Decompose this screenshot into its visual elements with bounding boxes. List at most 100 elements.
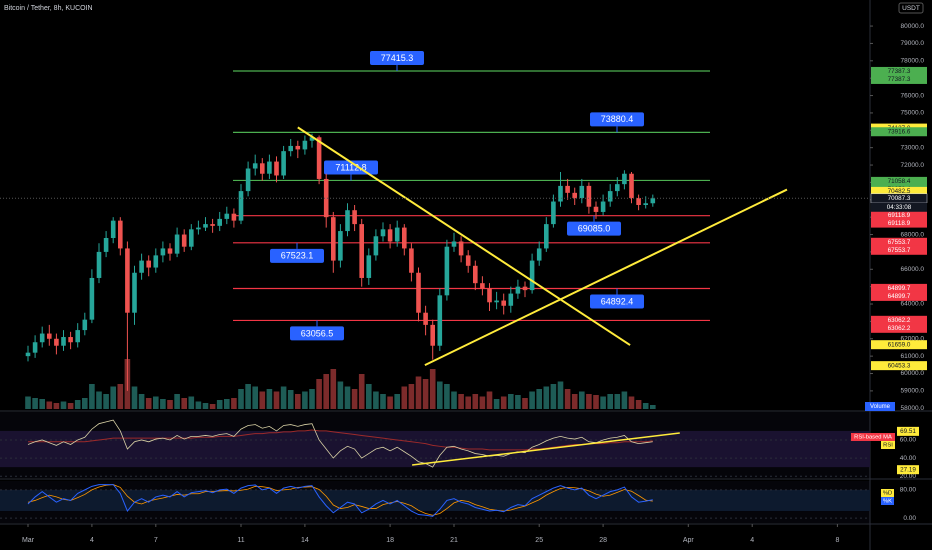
candle-body [458,241,464,256]
volume-bar [60,401,67,409]
chart-title: Bitcoin / Tether, 8h, KUCOIN [4,5,93,12]
volume-bar [224,399,230,409]
candle-body [309,137,315,141]
candle-body [650,198,656,204]
volume-bar [408,384,415,409]
y-tick-label: 72000.0 [901,162,925,169]
volume-bar [479,396,486,409]
y-tick-label: 76000.0 [901,92,925,99]
y-tick-label: 79000.0 [901,40,925,47]
candle-body [252,163,258,169]
volume-bar [621,391,628,409]
level-label-box [567,221,621,236]
x-tick-label: 28 [599,537,607,544]
price-badge [871,361,927,371]
level-label: 71112.8 [335,162,366,172]
price-badge [871,210,927,220]
countdown-box [871,202,927,212]
candle-body [551,201,556,225]
price-badge [871,283,927,293]
candle-body [444,246,450,296]
price-badge [871,323,927,333]
candle-body [558,185,563,202]
volume-bar [628,396,635,409]
volume-bar [415,376,422,409]
stoch-legend: %K [883,499,892,505]
price-badge-label: 60453.3 [888,362,911,369]
candle-body [75,330,80,343]
candle-body [366,255,372,278]
x-tick-label: 14 [301,537,309,544]
volume-bar [614,394,621,409]
currency-box[interactable] [898,2,924,14]
candle-body [373,236,379,256]
candle-body [586,185,592,207]
rsi-trendline [412,432,680,466]
volume-bar [195,401,202,409]
candle-body [160,248,166,256]
price-badge [871,127,927,137]
x-tick-label: 21 [450,537,458,544]
currency[interactable]: USDT [902,5,920,12]
level-label-box [290,326,344,341]
candle-body [629,173,634,199]
volume-bar [174,394,180,409]
candle-body [288,145,293,152]
volume-bar [607,394,613,409]
level-label: 73880.4 [601,114,634,124]
volume-bar [25,396,31,409]
price-badge-label: 63062.2 [888,317,911,324]
rsi-line [27,419,653,468]
volume-bar [337,381,344,409]
volume-bar [82,398,88,409]
stoch-tick-label: 0.00 [903,515,916,522]
stoch-band [0,489,870,512]
candle-body [338,231,343,261]
candle-body [451,241,457,247]
price-badge [871,245,927,255]
volume-bar [593,395,599,409]
volume-bar [642,403,649,409]
candle-body [110,220,116,239]
candle-body [402,227,407,249]
rsi-legend: RSI [883,443,893,449]
candle-body [302,140,308,150]
volume-bar [138,394,145,409]
volume-bar [493,399,500,409]
rsi-band [0,430,870,468]
candle-body [167,248,173,254]
y-tick-label: 78000.0 [901,58,925,65]
candle-body [394,227,400,242]
price-badge [871,218,927,228]
y-tick-label: 73000.0 [901,144,925,151]
x-tick-label: 7 [154,537,158,544]
volume-bar [280,386,287,409]
countdown: 04:33:08 [887,204,912,211]
candle-body [89,277,95,320]
volume-bar [160,399,166,409]
volume-bar [145,398,152,409]
volume-bar [557,381,564,409]
candle-body [345,210,350,232]
volume-bar [500,396,507,409]
volume-bar [366,384,372,409]
volume-bar [529,391,535,409]
y-tick-label: 58000.0 [901,405,925,412]
candle-body [409,248,414,273]
rsi-tick-label: 20.00 [900,473,917,480]
rsi-legend-box [851,433,895,441]
candle-body [544,224,549,249]
volume-bar [96,391,102,409]
y-tick-label: 66000.0 [901,266,925,273]
price-badge-label: 67553.7 [888,247,911,254]
price-badge [871,315,927,325]
volume-bar [579,391,585,409]
volume-bar [202,403,209,409]
trendline [424,188,788,366]
volume-bar [344,386,351,409]
volume-label: Volume [870,404,891,410]
candle-body [260,163,265,174]
volume-bar [89,384,95,409]
price-badge-label: 77387.3 [888,76,911,83]
